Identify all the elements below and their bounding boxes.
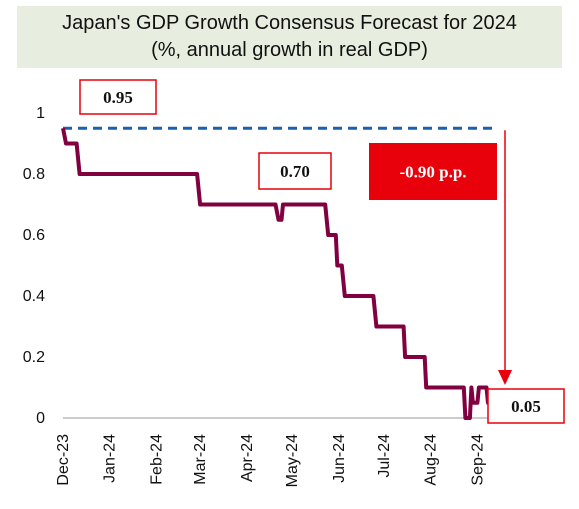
callout-095-box — [79, 79, 157, 115]
y-tick-label: 0.8 — [23, 166, 45, 183]
x-tick-label: Apr-24 — [239, 434, 256, 482]
x-tick-label: Jul-24 — [376, 434, 393, 478]
callout-drop-box — [369, 143, 497, 200]
chart-title: Japan's GDP Growth Consensus Forecast fo… — [62, 12, 517, 34]
y-tick-label: 0.2 — [23, 349, 45, 366]
x-tick-label: Jun-24 — [331, 434, 348, 483]
drop-arrow-head — [498, 370, 512, 385]
x-tick-label: Dec-23 — [55, 434, 72, 486]
callout-070-box — [258, 152, 332, 190]
x-tick-label: May-24 — [284, 434, 301, 487]
x-tick-label: Aug-24 — [423, 434, 440, 486]
callout-005-box — [487, 388, 565, 424]
callout-drop-label: -0.90 p.p. — [399, 163, 466, 182]
y-tick-label: 0.6 — [23, 227, 45, 244]
chart-title-box: Japan's GDP Growth Consensus Forecast fo… — [17, 6, 562, 68]
x-tick-label: Mar-24 — [192, 434, 209, 485]
callout-095-label: 0.95 — [103, 88, 133, 107]
x-tick-label: Jan-24 — [102, 434, 119, 483]
callout-070-label: 0.70 — [280, 162, 310, 181]
chart-subtitle: (%, annual growth in real GDP) — [151, 39, 428, 61]
x-tick-label: Sep-24 — [469, 434, 486, 486]
y-tick-label: 1 — [36, 105, 45, 122]
forecast-line — [61, 127, 496, 420]
y-tick-label: 0.4 — [23, 288, 45, 305]
x-tick-label: Feb-24 — [148, 434, 165, 485]
y-tick-label: 0 — [36, 410, 45, 427]
callout-005-label: 0.05 — [511, 397, 541, 416]
